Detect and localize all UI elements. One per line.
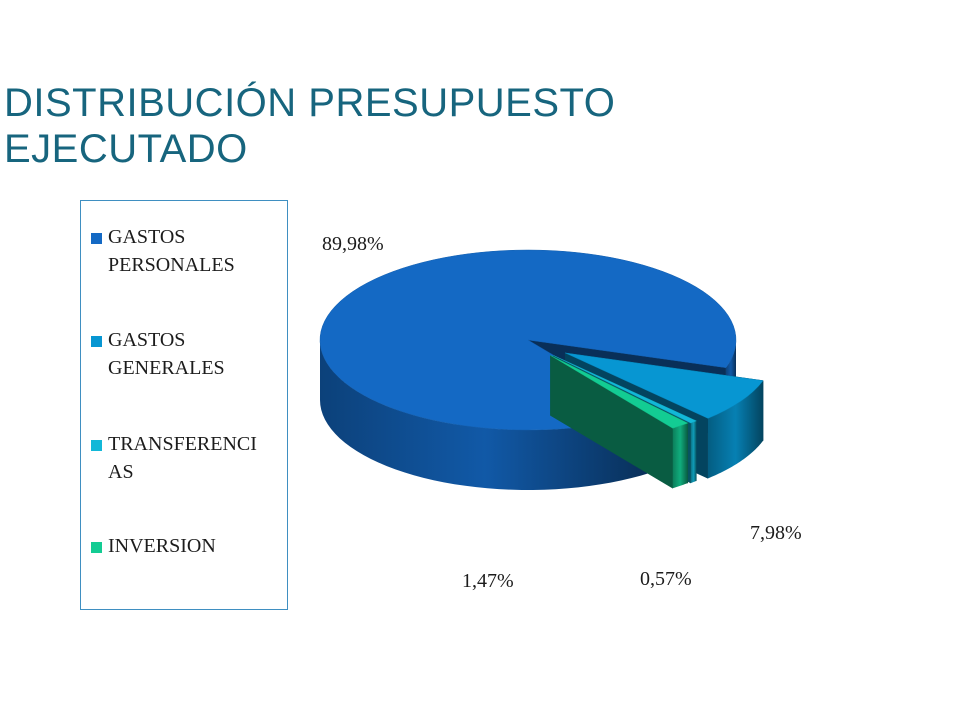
data-label-gastos-generales: 7,98% (750, 522, 802, 544)
pie-slice-top (319, 249, 737, 431)
legend-swatch-inversion (91, 542, 102, 553)
legend-label-line: GENERALES (108, 357, 225, 379)
pie-slice-side (320, 340, 651, 490)
data-label-transferencias: 0,57% (640, 568, 692, 590)
legend-item-inversion: INVERSION (91, 532, 287, 560)
slide-title-line-2: EJECUTADO (4, 127, 248, 171)
legend-label-line: TRANSFERENCI (108, 433, 257, 455)
slide-title: DISTRIBUCIÓN PRESUPUESTO EJECUTADO (4, 80, 904, 172)
data-label-inversion: 1,47% (462, 570, 514, 592)
legend-label-gastos-generales: GASTOS GENERALES (91, 326, 287, 382)
pie-slice-top (565, 352, 764, 419)
pie-slice-side (690, 420, 697, 484)
pie-slice-top (553, 355, 697, 424)
legend-item-transferencias: TRANSFERENCI AS (91, 430, 287, 486)
data-label-gastos-personales: 89,98% (322, 233, 384, 255)
legend-label-transferencias: TRANSFERENCI AS (91, 430, 287, 486)
slide-title-line-1: DISTRIBUCIÓN PRESUPUESTO (4, 81, 616, 125)
legend-label-gastos-personales: GASTOS PERSONALES (91, 223, 287, 279)
legend-swatch-gastos-generales (91, 336, 102, 347)
legend-swatch-transferencias (91, 440, 102, 451)
pie-slice-top (550, 355, 689, 429)
pie-slice-inversion (550, 355, 689, 489)
pie-slice-side (672, 423, 688, 489)
pie-slice-side (707, 380, 764, 479)
legend-swatch-gastos-personales (91, 233, 102, 244)
pie-slices (319, 249, 764, 490)
legend-label-line: GASTOS (108, 226, 186, 248)
legend-label-line: INVERSION (108, 535, 216, 557)
legend-label-inversion: INVERSION (91, 532, 287, 560)
legend-label-line: AS (108, 461, 134, 483)
legend-label-line: PERSONALES (108, 254, 235, 276)
chart-legend: GASTOS PERSONALES GASTOS GENERALES TRANS… (80, 200, 288, 610)
legend-label-line: GASTOS (108, 329, 186, 351)
legend-item-gastos-generales: GASTOS GENERALES (91, 326, 287, 382)
legend-item-gastos-personales: GASTOS PERSONALES (91, 223, 287, 279)
